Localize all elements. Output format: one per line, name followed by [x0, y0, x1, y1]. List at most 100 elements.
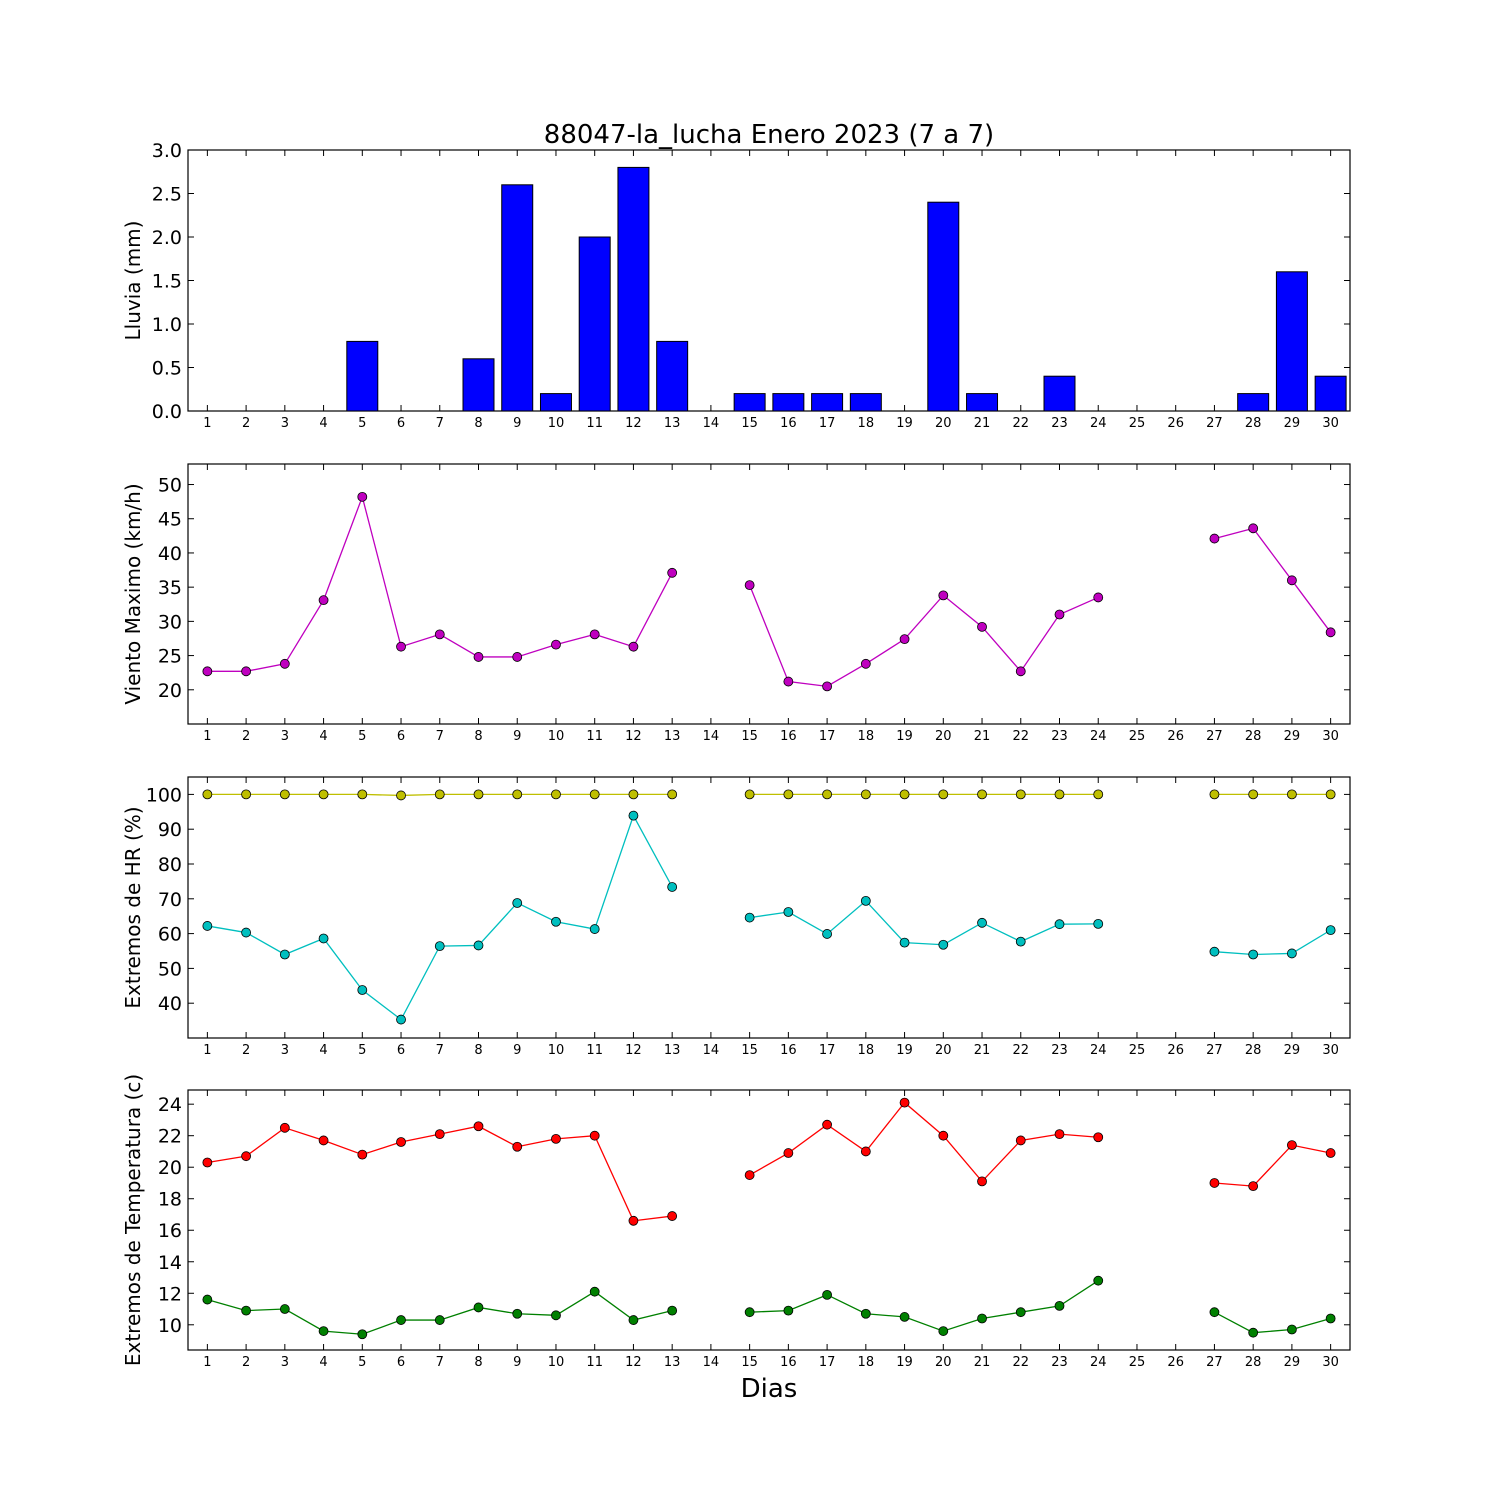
data-point — [241, 789, 252, 800]
x-tick-label: 11 — [586, 1355, 603, 1370]
data-point — [396, 1137, 406, 1147]
x-tick-label: 23 — [1051, 1355, 1068, 1370]
data-point — [1287, 575, 1297, 586]
bar — [1043, 375, 1076, 412]
x-tick-label: 7 — [436, 1355, 444, 1370]
data-point — [1054, 919, 1065, 930]
data-point — [1248, 949, 1259, 960]
x-tick-label: 16 — [780, 1355, 797, 1370]
y-tick-label: 45 — [158, 509, 182, 531]
series-line-2 — [749, 1280, 1099, 1332]
series-line-1 — [749, 1101, 1099, 1183]
data-point — [977, 621, 987, 632]
y-tick-label: 80 — [158, 854, 182, 876]
x-tick-label: 12 — [625, 416, 642, 431]
data-point — [1325, 627, 1336, 638]
data-point — [977, 789, 987, 800]
bar — [966, 393, 999, 412]
data-point — [279, 658, 290, 669]
data-point — [860, 658, 871, 669]
x-tick-label: 26 — [1167, 729, 1184, 744]
data-point — [977, 1176, 987, 1187]
data-point — [589, 629, 600, 640]
series-line-2 — [1214, 929, 1331, 956]
data-point — [1054, 789, 1065, 800]
x-tick-label: 7 — [436, 416, 444, 431]
data-point — [1054, 609, 1065, 620]
bar — [927, 201, 960, 412]
series-line-2 — [749, 899, 1099, 946]
data-point — [860, 1146, 871, 1157]
x-tick-label: 26 — [1167, 1043, 1184, 1058]
chart-panels: 0.00.51.01.52.02.53.01 2 3 4 5 6 7 8 9 10 11 12 13 14… — [121, 140, 1351, 1370]
bar — [1275, 271, 1308, 412]
data-point — [667, 882, 678, 892]
data-point — [1015, 789, 1026, 800]
series-line-2 — [1214, 1311, 1331, 1334]
data-point — [1093, 789, 1104, 800]
x-tick-label: 9 — [513, 729, 521, 744]
x-tick-label: 2 — [242, 1355, 250, 1370]
data-point — [551, 789, 561, 800]
data-point — [822, 681, 832, 692]
data-point — [1015, 1135, 1026, 1146]
data-point — [822, 1119, 832, 1130]
x-tick-label: 11 — [586, 729, 603, 744]
series-line-1 — [749, 584, 1099, 688]
data-point — [318, 1326, 329, 1336]
x-tick-label: 27 — [1206, 1355, 1223, 1370]
data-point — [1325, 925, 1336, 936]
x-tick-label: 28 — [1245, 729, 1262, 744]
data-point — [822, 929, 832, 939]
x-tick-label: 29 — [1284, 1043, 1301, 1058]
x-tick-label: 9 — [513, 1355, 521, 1370]
data-point — [357, 1329, 368, 1340]
x-tick-label: 17 — [819, 729, 836, 744]
data-point — [473, 940, 484, 951]
x-tick-label: 10 — [548, 1355, 565, 1370]
data-point — [1287, 789, 1297, 800]
y-axis-label: Lluvia (mm) — [121, 221, 145, 341]
x-tick-label: 17 — [819, 416, 836, 431]
x-tick-label: 13 — [664, 416, 681, 431]
data-point — [667, 567, 678, 578]
data-point — [202, 789, 213, 800]
x-tick-label: 3 — [281, 1355, 289, 1370]
x-tick-label: 14 — [703, 1043, 720, 1058]
x-tick-label: 10 — [548, 1043, 565, 1058]
data-point — [860, 1308, 871, 1319]
data-point — [938, 939, 949, 950]
x-axis-label: Dias — [741, 1374, 798, 1404]
data-point — [1093, 592, 1104, 603]
x-tick-label: 4 — [319, 1355, 327, 1370]
x-tick-label: 18 — [858, 729, 875, 744]
bar — [346, 340, 379, 412]
x-tick-label: 23 — [1051, 729, 1068, 744]
bar — [1314, 375, 1347, 412]
bar — [578, 236, 611, 412]
x-tick-label: 28 — [1245, 1043, 1262, 1058]
x-tick-label: 10 — [548, 729, 565, 744]
data-point — [628, 1215, 639, 1226]
x-tick-label: 15 — [741, 729, 758, 744]
data-point — [628, 789, 639, 800]
x-tick-label: 16 — [780, 729, 797, 744]
data-point — [202, 666, 213, 677]
y-tick-label: 10 — [158, 1315, 182, 1337]
y-tick-label: 100 — [146, 784, 182, 806]
data-point — [1209, 789, 1220, 800]
x-tick-label: 6 — [397, 1043, 405, 1058]
bar — [462, 358, 495, 412]
data-point — [1209, 946, 1220, 957]
x-tick-label: 5 — [358, 1043, 366, 1058]
y-tick-label: 50 — [158, 475, 182, 497]
x-tick-label: 23 — [1051, 416, 1068, 431]
data-point — [744, 1170, 755, 1180]
data-point — [1325, 1313, 1336, 1324]
y-tick-label: 70 — [158, 889, 182, 911]
data-point — [938, 789, 949, 800]
